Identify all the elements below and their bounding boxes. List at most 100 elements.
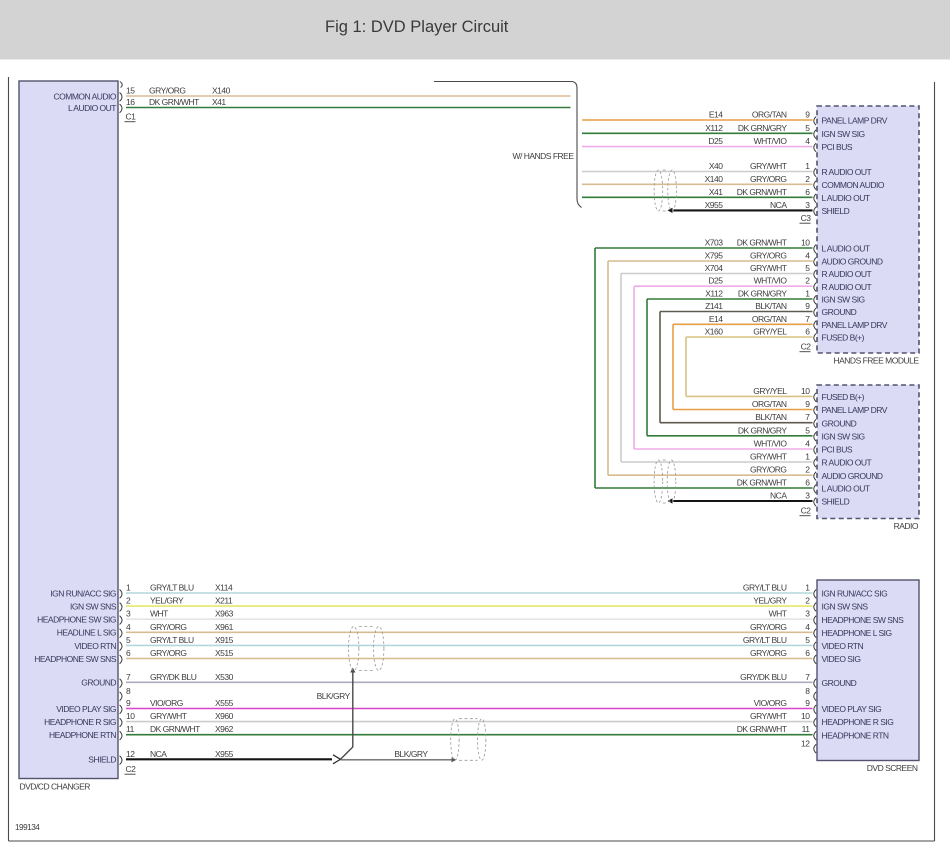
svg-text:HEADPHONE RTN: HEADPHONE RTN — [822, 730, 889, 740]
svg-text:HEADPHONE SW SNS: HEADPHONE SW SNS — [34, 654, 117, 664]
svg-text:DK GRN/WHT: DK GRN/WHT — [737, 724, 787, 734]
svg-text:IGN SW SNS: IGN SW SNS — [822, 602, 869, 612]
svg-text:4: 4 — [126, 622, 131, 632]
svg-text:VIDEO SIG: VIDEO SIG — [822, 654, 861, 664]
svg-text:8: 8 — [126, 686, 131, 696]
svg-text:X795: X795 — [705, 251, 724, 261]
svg-text:2: 2 — [805, 276, 810, 286]
svg-text:VIDEO RTN: VIDEO RTN — [822, 641, 864, 651]
svg-text:2: 2 — [805, 465, 810, 475]
svg-text:C2: C2 — [801, 506, 812, 516]
svg-text:X915: X915 — [215, 635, 234, 645]
svg-text:E14: E14 — [709, 110, 723, 120]
svg-text:COMMON AUDIO: COMMON AUDIO — [822, 180, 885, 190]
svg-text:3: 3 — [805, 491, 810, 501]
svg-text:10: 10 — [801, 238, 810, 248]
svg-text:AUDIO GROUND: AUDIO GROUND — [822, 471, 883, 481]
svg-text:4: 4 — [805, 622, 810, 632]
svg-text:7: 7 — [805, 672, 810, 682]
svg-text:11: 11 — [126, 724, 135, 734]
svg-text:IGN RUN/ACC SIG: IGN RUN/ACC SIG — [50, 588, 116, 598]
svg-text:R AUDIO OUT: R AUDIO OUT — [822, 282, 872, 292]
svg-text:ORG/TAN: ORG/TAN — [752, 110, 787, 120]
svg-text:PCI BUS: PCI BUS — [822, 142, 853, 152]
svg-text:1: 1 — [126, 583, 131, 593]
svg-text:X41: X41 — [212, 97, 226, 107]
svg-text:GRY/ORG: GRY/ORG — [750, 174, 787, 184]
svg-text:GRY/WHT: GRY/WHT — [750, 711, 787, 721]
svg-text:DVD/CD CHANGER: DVD/CD CHANGER — [20, 782, 91, 792]
svg-text:NCA: NCA — [770, 491, 787, 501]
svg-text:SHIELD: SHIELD — [88, 755, 116, 765]
svg-text:9: 9 — [805, 301, 810, 311]
svg-text:GRY/ORG: GRY/ORG — [149, 86, 186, 96]
svg-text:ORG/TAN: ORG/TAN — [752, 399, 787, 409]
svg-text:6: 6 — [805, 648, 810, 658]
svg-text:12: 12 — [126, 749, 135, 759]
svg-text:1: 1 — [805, 161, 810, 171]
svg-text:X960: X960 — [215, 711, 234, 721]
svg-text:GROUND: GROUND — [81, 678, 116, 688]
svg-text:C2: C2 — [801, 342, 812, 352]
svg-text:7: 7 — [805, 314, 810, 324]
svg-text:X112: X112 — [705, 123, 723, 133]
svg-text:COMMON AUDIO: COMMON AUDIO — [54, 91, 117, 101]
svg-text:12: 12 — [801, 738, 810, 748]
svg-text:5: 5 — [126, 635, 131, 645]
svg-text:YEL/GRY: YEL/GRY — [753, 596, 787, 606]
svg-text:9: 9 — [805, 110, 810, 120]
svg-text:7: 7 — [126, 672, 131, 682]
svg-text:BLK/TAN: BLK/TAN — [755, 301, 787, 311]
svg-text:GRY/WHT: GRY/WHT — [750, 263, 787, 273]
svg-text:IGN SW SIG: IGN SW SIG — [822, 129, 865, 139]
svg-text:2: 2 — [805, 174, 810, 184]
svg-text:HEADPHONE R SIG: HEADPHONE R SIG — [822, 717, 894, 727]
svg-text:WHT: WHT — [150, 609, 168, 619]
svg-text:GRY/ORG: GRY/ORG — [150, 648, 187, 658]
svg-text:GRY/ORG: GRY/ORG — [750, 251, 787, 261]
svg-text:W/ HANDS FREE: W/ HANDS FREE — [512, 151, 574, 161]
svg-text:IGN SW SIG: IGN SW SIG — [822, 295, 865, 305]
svg-text:SHIELD: SHIELD — [822, 206, 850, 216]
svg-text:Z141: Z141 — [705, 301, 723, 311]
svg-text:WHT/VIO: WHT/VIO — [754, 136, 788, 146]
svg-text:X112: X112 — [705, 289, 723, 299]
svg-text:L AUDIO OUT: L AUDIO OUT — [822, 244, 870, 254]
svg-text:X955: X955 — [215, 749, 234, 759]
svg-text:FUSED B(+): FUSED B(+) — [822, 333, 865, 343]
svg-text:C3: C3 — [801, 213, 812, 223]
svg-text:R AUDIO OUT: R AUDIO OUT — [822, 269, 872, 279]
svg-text:2: 2 — [126, 596, 131, 606]
svg-text:1: 1 — [805, 452, 810, 462]
svg-text:X962: X962 — [215, 724, 234, 734]
svg-text:GRY/LT BLU: GRY/LT BLU — [150, 583, 194, 593]
svg-text:DK GRN/WHT: DK GRN/WHT — [737, 238, 787, 248]
svg-text:YEL/GRY: YEL/GRY — [150, 596, 184, 606]
svg-text:5: 5 — [805, 425, 810, 435]
svg-text:IGN RUN/ACC SIG: IGN RUN/ACC SIG — [822, 589, 888, 599]
svg-text:BLK/GRY: BLK/GRY — [394, 749, 428, 759]
svg-text:GRY/DK BLU: GRY/DK BLU — [150, 672, 197, 682]
svg-text:3: 3 — [126, 609, 131, 619]
svg-text:X41: X41 — [709, 187, 723, 197]
svg-text:IGN SW SNS: IGN SW SNS — [70, 602, 117, 612]
svg-text:6: 6 — [805, 187, 810, 197]
svg-text:HANDS FREE MODULE: HANDS FREE MODULE — [833, 356, 919, 366]
svg-text:BLK/GRY: BLK/GRY — [317, 691, 351, 701]
svg-text:PANEL LAMP DRV: PANEL LAMP DRV — [822, 116, 888, 126]
svg-text:HEADPHONE RTN: HEADPHONE RTN — [49, 730, 116, 740]
svg-text:X211: X211 — [215, 596, 233, 606]
svg-text:GRY/LT BLU: GRY/LT BLU — [743, 635, 787, 645]
svg-text:R AUDIO OUT: R AUDIO OUT — [822, 458, 872, 468]
svg-text:199134: 199134 — [15, 823, 40, 832]
svg-text:16: 16 — [126, 97, 135, 107]
svg-text:BLK/TAN: BLK/TAN — [755, 412, 787, 422]
svg-text:NCA: NCA — [150, 749, 167, 759]
svg-text:GROUND: GROUND — [822, 418, 857, 428]
svg-text:PANEL LAMP DRV: PANEL LAMP DRV — [822, 320, 888, 330]
svg-text:GRY/ORG: GRY/ORG — [150, 622, 187, 632]
svg-text:HEADPHONE SW SIG: HEADPHONE SW SIG — [37, 615, 116, 625]
svg-text:DK GRN/GRY: DK GRN/GRY — [738, 123, 788, 133]
svg-text:GRY/LT BLU: GRY/LT BLU — [150, 635, 194, 645]
svg-text:X160: X160 — [705, 327, 724, 337]
